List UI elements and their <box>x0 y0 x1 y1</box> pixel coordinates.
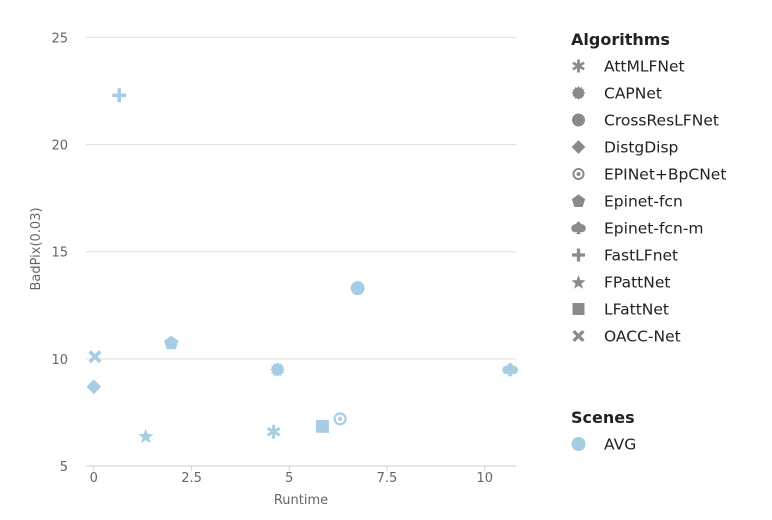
legend-scenes-title: Scenes <box>571 408 635 427</box>
data-point-distgdisp <box>86 379 102 395</box>
legend-item[interactable]: Epinet-fcn <box>571 193 683 211</box>
legend-item[interactable]: Epinet-fcn-m <box>571 220 703 238</box>
star-icon <box>571 275 586 289</box>
legend-scene-item[interactable]: AVG <box>571 436 637 454</box>
legend-item-label: CAPNet <box>604 85 662 103</box>
ring-icon <box>572 167 585 181</box>
legend-item-label: EPINet+BpCNet <box>604 166 726 184</box>
legend-item[interactable]: DistgDisp <box>571 139 679 157</box>
legend-item[interactable]: LFattNet <box>572 301 669 319</box>
legend-item-label: DistgDisp <box>604 139 678 157</box>
x-tick-label: 5 <box>285 471 293 486</box>
legend-item-label: AttMLFNet <box>604 58 685 76</box>
legend-scene-label: AVG <box>604 436 636 454</box>
burst-icon <box>571 86 586 100</box>
y-tick-label: 15 <box>51 246 68 261</box>
y-tick-label: 25 <box>51 31 68 46</box>
data-points <box>86 88 518 444</box>
data-point-fastlfnet <box>112 88 127 103</box>
cross-icon <box>572 329 585 343</box>
legend-item-label: Epinet-fcn <box>604 193 683 211</box>
y-tick-label: 20 <box>51 139 68 154</box>
legend-item-label: FastLFnet <box>604 247 678 265</box>
y-axis-title: BadPix(0.03) <box>29 207 44 290</box>
data-point-attmlfnet <box>266 424 281 439</box>
legend-item-label: Epinet-fcn-m <box>604 220 703 238</box>
data-point-lfattnet <box>316 419 329 433</box>
pentagon-icon <box>571 194 586 207</box>
circle-icon <box>572 113 585 127</box>
legend-item-label: OACC-Net <box>604 328 681 346</box>
x-tick-label: 7.5 <box>377 471 398 486</box>
diamond-icon <box>571 140 586 154</box>
x-tick-label: 2.5 <box>181 471 202 486</box>
legend-item[interactable]: FastLFnet <box>572 247 678 265</box>
legend-item[interactable]: CrossResLFNet <box>572 112 719 130</box>
legend-item[interactable]: AttMLFNet <box>572 58 685 76</box>
legend-item[interactable]: EPINet+BpCNet <box>572 166 726 184</box>
square-icon <box>572 303 585 315</box>
legend-item[interactable]: OACC-Net <box>572 328 681 346</box>
data-point-oacc-net <box>88 350 102 364</box>
legend-item[interactable]: FPattNet <box>571 274 670 292</box>
spade-icon <box>571 221 586 235</box>
legend-algorithms-list: AttMLFNet CAPNet CrossResLFNet DistgDisp EPI… <box>571 58 726 346</box>
legend-item-label: FPattNet <box>604 274 670 292</box>
data-point-crossreslfnet <box>350 281 365 296</box>
grid-lines <box>86 36 516 467</box>
y-axis-ticks: 5 10 15 20 25 <box>51 31 68 475</box>
legend: Algorithms AttMLFNet CAPNet CrossResLFNet D… <box>571 30 726 454</box>
legend-item[interactable]: CAPNet <box>571 85 662 103</box>
data-point-epinet-bpcnet <box>333 412 347 426</box>
x-axis-ticks: 0 2.5 5 7.5 10 <box>90 466 493 486</box>
legend-item-label: CrossResLFNet <box>604 112 719 130</box>
x-axis-title: Runtime <box>274 493 328 508</box>
asterisk-icon <box>572 59 585 73</box>
y-tick-label: 5 <box>60 460 68 475</box>
legend-item-label: LFattNet <box>604 301 669 319</box>
data-point-capnet <box>270 362 285 377</box>
plus-icon <box>572 248 585 262</box>
data-point-fpattnet <box>138 428 154 444</box>
data-point-epinet-fcn <box>164 335 179 350</box>
legend-algorithms-title: Algorithms <box>571 30 670 49</box>
y-tick-label: 10 <box>51 353 68 368</box>
legend-scenes-list: AVG <box>571 436 637 454</box>
circle-icon <box>571 437 586 451</box>
x-tick-label: 0 <box>90 471 98 486</box>
x-tick-label: 10 <box>476 471 493 486</box>
data-point-epinet-fcn-m <box>502 362 518 377</box>
